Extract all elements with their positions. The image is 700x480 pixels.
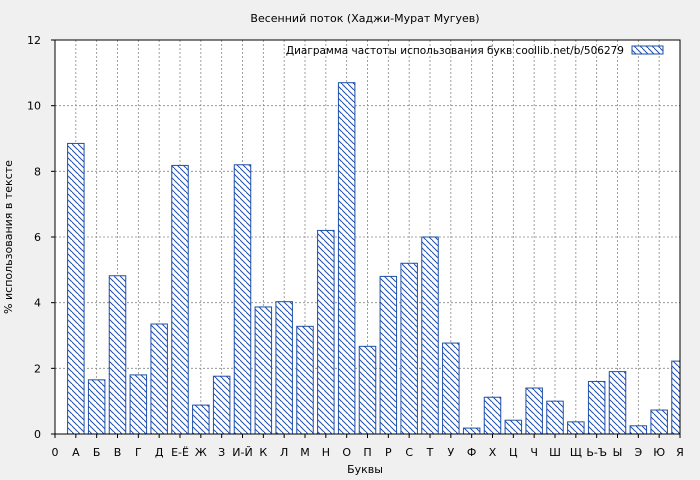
x-tick-label: У: [447, 446, 454, 459]
x-tick-label: К: [259, 446, 267, 459]
bar: [171, 164, 189, 435]
x-tick-label: Н: [322, 446, 330, 459]
bar: [296, 325, 314, 435]
bar: [358, 345, 377, 435]
y-tick-label: 8: [34, 165, 41, 178]
x-tick-label: Л: [280, 446, 288, 459]
bar: [275, 301, 293, 435]
bar: [462, 427, 481, 435]
y-tick-label: 0: [34, 428, 41, 441]
x-axis-label: Буквы: [347, 463, 383, 476]
x-tick-label: Э: [634, 446, 642, 459]
bar: [483, 396, 502, 435]
x-tick-label: Х: [489, 446, 497, 459]
x-tick-label: Ж: [195, 446, 207, 459]
legend-swatch: [631, 45, 664, 55]
x-tick-label: М: [300, 446, 310, 459]
bar: [108, 275, 127, 435]
legend: Диаграмма частоты использования букв coo…: [286, 45, 664, 57]
x-tick-label: 0: [52, 446, 59, 459]
y-tick-label: 12: [27, 34, 41, 47]
x-tick-label: Ы: [613, 446, 623, 459]
y-tick-label: 4: [34, 297, 41, 310]
bar: [650, 409, 668, 435]
bar: [671, 360, 681, 435]
bar: [608, 371, 627, 435]
bar: [587, 380, 606, 435]
bar: [233, 164, 252, 435]
y-axis-label: % использования в тексте: [2, 160, 15, 314]
bar: [629, 425, 648, 435]
y-tick-label: 10: [27, 100, 41, 113]
y-tick-label: 2: [34, 362, 41, 375]
x-tick-label: С: [405, 446, 413, 459]
bars-group: [67, 82, 681, 435]
x-tick-label: О: [342, 446, 351, 459]
x-tick-label: Я: [676, 446, 684, 459]
bar: [567, 421, 585, 435]
x-tick-label: В: [114, 446, 122, 459]
x-tick-label: Ь-Ъ: [586, 446, 607, 459]
bar: [400, 262, 418, 435]
x-tick-label: А: [72, 446, 80, 459]
x-tick-label: Р: [385, 446, 392, 459]
x-tick-label: Т: [426, 446, 434, 459]
x-tick-label: Ц: [509, 446, 518, 459]
legend-label: Диаграмма частоты использования букв coo…: [286, 45, 624, 57]
bar: [150, 323, 168, 435]
bar: [87, 379, 106, 435]
bar: [254, 306, 273, 435]
x-tick-label: Ю: [653, 446, 665, 459]
bar: [379, 275, 398, 435]
x-tick-label: Д: [155, 446, 164, 459]
x-tick-label: Б: [93, 446, 101, 459]
x-tick-label: Ф: [467, 446, 476, 459]
x-tick-label: Ш: [549, 446, 561, 459]
x-tick-label: П: [363, 446, 371, 459]
bar: [212, 375, 231, 435]
y-tick-label: 6: [34, 231, 41, 244]
x-tick-label: И-Й: [232, 446, 252, 459]
bar: [504, 419, 523, 435]
y-axis: 0 2 4 6 8 10 12: [27, 34, 55, 441]
bar: [67, 142, 85, 435]
bar: [525, 387, 543, 435]
x-tick-label: З: [218, 446, 225, 459]
x-tick-label: Ч: [530, 446, 538, 459]
x-tick-label: Г: [135, 446, 142, 459]
x-tick-label: Е-Ё: [171, 446, 189, 459]
bar: [337, 82, 356, 435]
bar: [421, 236, 439, 435]
bar: [546, 400, 564, 435]
bar: [129, 374, 148, 435]
x-axis: 0 А Б В Г Д Е-Ё Ж З И-Й К Л М Н О П Р С Т У Ф Х Ц Ч Ш Щ Ь-Ъ Ы Э Ю Я: [52, 434, 684, 459]
bar: [317, 229, 335, 435]
chart-title: Весенний поток (Хаджи-Мурат Мугуев): [250, 12, 479, 25]
bar: [442, 342, 460, 435]
x-tick-label: Щ: [570, 446, 582, 459]
bar: [192, 404, 210, 435]
